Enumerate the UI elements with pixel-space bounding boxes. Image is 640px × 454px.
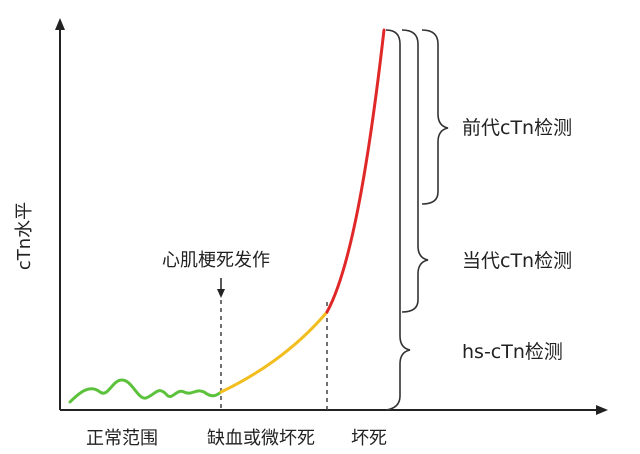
label-previous-ctn: 前代cTn检测 [462, 117, 572, 139]
brace-current [401, 29, 429, 313]
y-axis-label: cTn水平 [14, 202, 35, 270]
brace-hs [385, 29, 411, 411]
normal-range-curve [68, 378, 223, 404]
onset-arrow-head [217, 289, 225, 298]
x-label-ischemia: 缺血或微坏死 [207, 428, 315, 449]
label-current-ctn: 当代cTn检测 [462, 250, 572, 272]
y-axis-arrow [55, 18, 65, 30]
event-label: 心肌梗死发作 [162, 250, 270, 271]
x-label-normal: 正常范围 [86, 428, 158, 449]
brace-previous [421, 29, 449, 205]
necrosis-curve [325, 28, 386, 314]
x-label-necrosis: 坏死 [351, 428, 387, 449]
label-hs-ctn: hs-cTn检测 [462, 341, 563, 363]
ischemia-curve [219, 310, 329, 394]
x-axis-arrow [596, 405, 608, 415]
